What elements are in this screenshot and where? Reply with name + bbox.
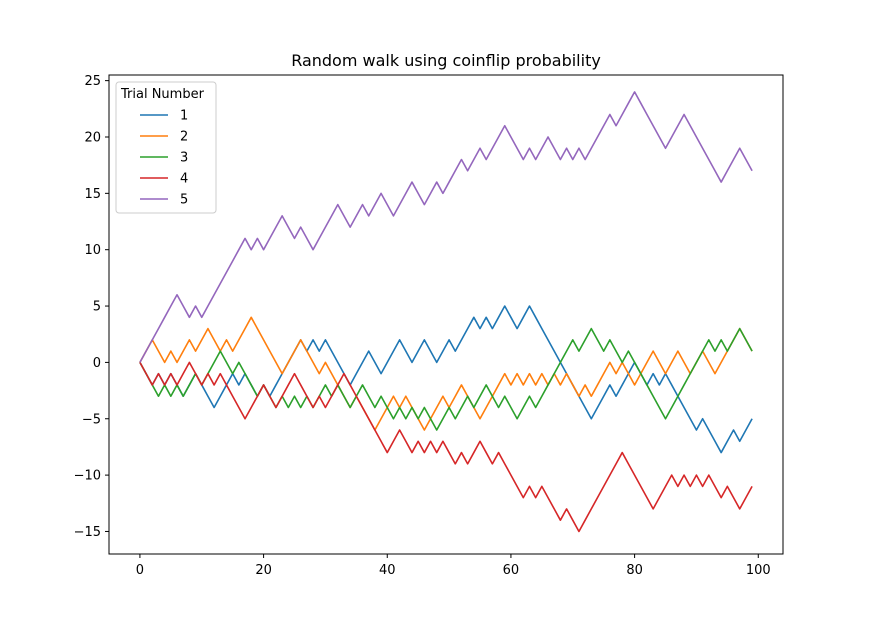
series-line-2 — [139, 316, 753, 431]
legend-label: 1 — [180, 109, 188, 124]
x-tick-label: 0 — [136, 563, 144, 578]
x-tick-label: 60 — [503, 563, 520, 578]
x-tick-label: 100 — [746, 563, 771, 578]
y-tick-label: 25 — [84, 74, 101, 89]
y-tick-label: 0 — [93, 356, 101, 371]
series-line-3 — [139, 327, 753, 431]
y-tick-label: 20 — [84, 130, 101, 145]
series-line-1 — [139, 305, 753, 454]
chart-title: Random walk using coinflip probability — [291, 51, 601, 70]
series-line-5 — [139, 91, 753, 363]
plot-area — [139, 91, 753, 533]
axes-frame — [108, 74, 784, 555]
x-tick-label: 20 — [255, 563, 272, 578]
legend: Trial Number 1 2 3 4 5 — [115, 81, 217, 214]
y-tick-label: 5 — [93, 300, 101, 315]
y-tick-label: 10 — [84, 243, 101, 258]
legend-title: Trial Number — [120, 87, 205, 102]
y-tick-label: 15 — [84, 187, 101, 202]
legend-label: 3 — [180, 151, 188, 166]
x-tick-label: 40 — [379, 563, 396, 578]
y-tick-label: −15 — [74, 525, 101, 540]
legend-label: 4 — [180, 172, 188, 187]
legend-label: 2 — [180, 130, 188, 145]
series-line-4 — [139, 361, 753, 533]
y-tick-label: −5 — [82, 412, 101, 427]
x-tick-label: 80 — [626, 563, 643, 578]
legend-label: 5 — [180, 193, 188, 208]
y-tick-label: −10 — [74, 469, 101, 484]
